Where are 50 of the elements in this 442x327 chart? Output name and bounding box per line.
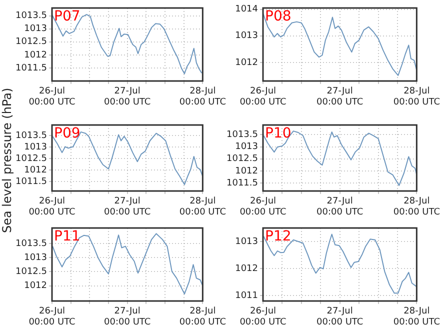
x-tick-label: 26-Jul 00:00 UTC xyxy=(240,86,286,108)
x-tick-label: 27-Jul 00:00 UTC xyxy=(104,86,151,108)
x-tick-label: 27-Jul 00:00 UTC xyxy=(316,196,364,218)
x-tick-label: 26-Jul 00:00 UTC xyxy=(28,196,76,218)
y-tick-label: 1013.5 xyxy=(16,11,47,22)
y-tick-label: 1011 xyxy=(235,290,258,301)
y-tick-label: 1011.5 xyxy=(16,177,47,188)
x-tick-label: 27-Jul 00:00 UTC xyxy=(316,86,364,108)
x-tick-label: 28-Jul 00:00 UTC xyxy=(393,86,440,108)
x-tick-label: 27-Jul 00:00 UTC xyxy=(104,306,151,327)
y-tick-label: 1014 xyxy=(235,4,258,15)
y-tick-label: 1012.5 xyxy=(16,267,47,278)
y-tick-label: 1013 xyxy=(24,142,47,152)
y-tick-label: 1013 xyxy=(235,236,258,247)
y-tick-label: 1013 xyxy=(235,31,258,42)
y-tick-label: 1012 xyxy=(24,281,47,292)
y-tick-label: 1013 xyxy=(24,252,47,263)
y-tick-label: 1013 xyxy=(24,24,47,34)
x-tick-label: 26-Jul 00:00 UTC xyxy=(28,306,76,327)
chart-title: P08 xyxy=(265,8,292,25)
y-tick-label: 1013 xyxy=(235,142,258,152)
chart-title: P09 xyxy=(54,126,80,142)
y-axis-title: Sea level pressure (hPa) xyxy=(0,86,14,235)
x-tick-label: 28-Jul 00:00 UTC xyxy=(393,196,440,218)
chart-title: P07 xyxy=(54,8,80,25)
x-tick-label: 26-Jul 00:00 UTC xyxy=(28,86,76,108)
x-tick-label: 26-Jul 00:00 UTC xyxy=(240,196,286,218)
y-tick-label: 1011.5 xyxy=(226,178,258,188)
y-tick-label: 1012.5 xyxy=(226,154,258,164)
y-tick-label: 1012 xyxy=(235,166,258,176)
chart-title: P10 xyxy=(265,126,292,142)
chart-title: P12 xyxy=(265,228,292,245)
y-tick-label: 1011.5 xyxy=(16,63,47,74)
x-tick-label: 27-Jul 00:00 UTC xyxy=(316,306,364,327)
y-tick-label: 1012 xyxy=(235,58,258,68)
y-tick-label: 1012.5 xyxy=(16,37,47,48)
y-tick-label: 1012.5 xyxy=(16,154,47,164)
x-tick-label: 28-Jul 00:00 UTC xyxy=(393,306,440,327)
x-tick-label: 28-Jul 00:00 UTC xyxy=(179,86,226,108)
y-tick-label: 1013.5 xyxy=(16,238,47,249)
y-tick-label: 1012 xyxy=(24,166,47,176)
y-tick-label: 1013.5 xyxy=(16,130,47,141)
chart-title: P11 xyxy=(54,228,80,245)
y-tick-label: 1012 xyxy=(235,264,258,274)
x-tick-label: 28-Jul 00:00 UTC xyxy=(179,306,226,327)
y-tick-label: 1013.5 xyxy=(226,130,258,140)
x-tick-label: 26-Jul 00:00 UTC xyxy=(240,306,286,327)
y-tick-label: 1012 xyxy=(24,50,47,60)
x-tick-label: 28-Jul 00:00 UTC xyxy=(179,196,226,218)
x-tick-label: 27-Jul 00:00 UTC xyxy=(104,196,151,218)
